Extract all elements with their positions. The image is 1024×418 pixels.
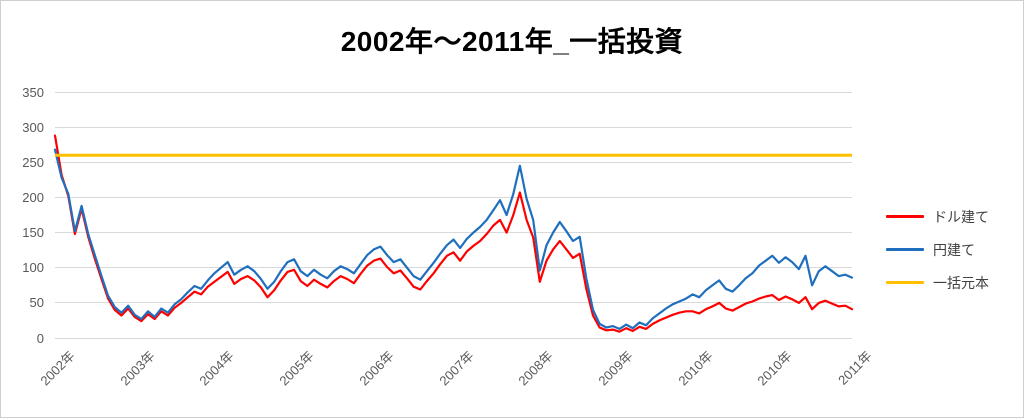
y-tick-label-50: 50 — [29, 295, 44, 311]
legend-label-jpy: 円建て — [933, 241, 975, 258]
legend-item-principal: 一括元本 — [886, 266, 989, 299]
y-tick-label-300: 300 — [22, 119, 44, 135]
y-tick-label-350: 350 — [22, 84, 44, 100]
legend-swatch-principal — [886, 281, 924, 284]
y-tick-label-100: 100 — [22, 260, 44, 276]
y-tick-label-150: 150 — [22, 225, 44, 241]
legend-swatch-jpy — [886, 248, 924, 251]
gridline-y-200 — [55, 196, 852, 198]
line-jpy — [53, 148, 854, 330]
legend-label-usd: ドル建て — [933, 208, 989, 225]
gridline-y-350 — [55, 91, 852, 93]
gridline-y-0 — [55, 337, 852, 339]
y-tick-label-0: 0 — [36, 330, 44, 346]
y-tick-label-250: 250 — [22, 154, 44, 170]
legend-swatch-usd — [886, 215, 924, 218]
line-usd — [53, 134, 854, 333]
y-tick-label-200: 200 — [22, 189, 44, 205]
chart-title: 2002年～2011年_一括投資 — [340, 26, 684, 57]
legend: ドル建て円建て一括元本 — [886, 200, 989, 299]
gridline-y-100 — [55, 267, 852, 269]
gridline-y-250 — [55, 161, 852, 163]
legend-item-jpy: 円建て — [886, 233, 989, 266]
gridline-y-150 — [55, 232, 852, 234]
legend-item-usd: ドル建て — [886, 200, 989, 233]
gridline-y-300 — [55, 126, 852, 128]
gridline-y-50 — [55, 302, 852, 304]
legend-label-principal: 一括元本 — [933, 274, 989, 291]
